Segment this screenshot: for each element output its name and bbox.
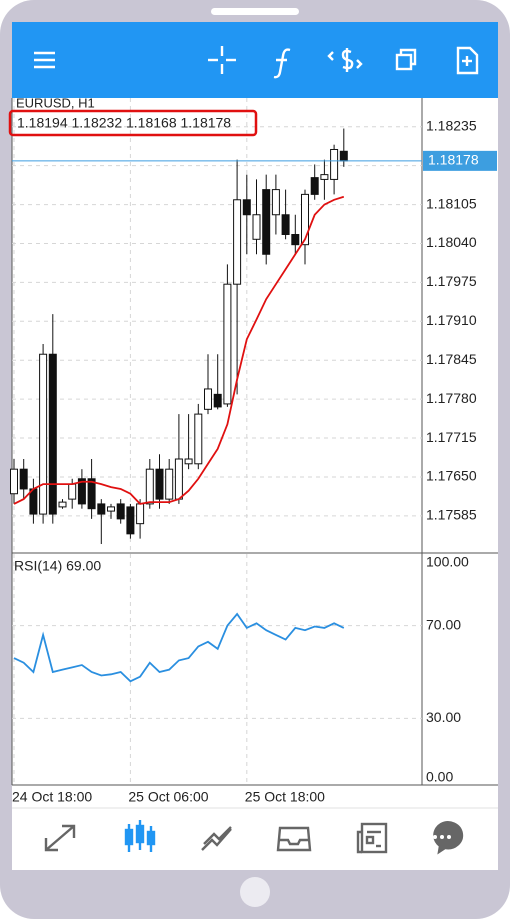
candle-body: [242, 199, 251, 216]
speaker: [211, 8, 299, 15]
new-order-button[interactable]: [456, 46, 479, 75]
candle-body: [301, 193, 309, 246]
candle-body: [107, 506, 115, 512]
y-tick-label: 1.17845: [426, 351, 477, 367]
candle-body: [233, 199, 242, 285]
menu-button[interactable]: [34, 51, 55, 69]
candle-body: [339, 150, 348, 162]
y-tick-label: 1.18040: [426, 234, 477, 250]
y-tick-label: 1.17715: [426, 429, 477, 445]
candle-body: [330, 148, 339, 180]
moving-average-line: [13, 195, 345, 505]
trade-button[interactable]: [327, 48, 363, 72]
candle-body: [48, 353, 57, 515]
y-tick-label: 100.00: [426, 554, 469, 570]
candle-body: [213, 393, 222, 408]
candle-body: [271, 189, 280, 216]
chart-tab[interactable]: [124, 820, 156, 852]
x-tick-label: 24 Oct 18:00: [12, 789, 92, 805]
candle-body: [87, 478, 96, 510]
candle-body: [155, 468, 164, 500]
y-tick-label: 1.17780: [426, 390, 477, 406]
windows-button[interactable]: [395, 48, 417, 71]
candle-body: [136, 503, 145, 525]
candle-body: [262, 189, 271, 255]
candle-body: [145, 468, 154, 505]
candle-body: [68, 483, 77, 500]
y-tick-label: 1.17650: [426, 468, 477, 484]
y-tick-label: 0.00: [426, 769, 453, 785]
news-tab[interactable]: [356, 822, 388, 854]
y-tick-label: 1.17910: [426, 312, 477, 328]
quotes-tab[interactable]: [44, 824, 76, 852]
candle-body: [19, 468, 28, 490]
candle-body: [97, 503, 106, 515]
trade-tab[interactable]: [201, 826, 232, 851]
rsi-label: RSI(14) 69.00: [14, 558, 101, 574]
last-price-box: [423, 150, 497, 171]
candle-body: [126, 506, 135, 535]
candle-body: [165, 468, 174, 500]
screen: [12, 22, 498, 870]
candle-body: [310, 177, 319, 195]
candle-body: [116, 503, 125, 520]
candle-body: [223, 283, 232, 405]
candle-body: [291, 234, 300, 246]
candle-body: [58, 501, 67, 508]
candle-body: [281, 214, 290, 236]
home-button[interactable]: [240, 877, 270, 907]
candle-body: [252, 214, 261, 240]
x-tick-label: 25 Oct 06:00: [128, 789, 208, 805]
candle-body: [320, 174, 329, 180]
history-tab[interactable]: [276, 826, 312, 852]
last-price-label: 1.18178: [428, 152, 479, 168]
candle-body: [174, 458, 183, 500]
toolbar: [12, 22, 498, 98]
y-tick-label: 30.00: [426, 709, 461, 725]
candle-body: [77, 478, 86, 505]
ohlc-highlight: [8, 109, 258, 137]
y-tick-label: 1.17585: [426, 507, 477, 523]
rsi-line: [13, 612, 345, 683]
indicators-button[interactable]: [273, 48, 291, 79]
candle-body: [184, 458, 193, 465]
y-tick-label: 1.18105: [426, 195, 477, 211]
x-tick-label: 25 Oct 18:00: [245, 789, 325, 805]
candle-body: [204, 388, 212, 410]
chart-borders: [11, 98, 498, 786]
y-tick-label: 1.17975: [426, 273, 477, 289]
toolbar-icons: [34, 46, 479, 79]
symbol-label: EURUSD, H1: [16, 95, 95, 110]
candle-body: [39, 353, 48, 515]
y-tick-label: 70.00: [426, 616, 461, 632]
chat-tab[interactable]: [433, 821, 464, 855]
bottom-nav: [44, 820, 464, 855]
crosshair-button[interactable]: [208, 46, 236, 74]
candle-body: [10, 468, 18, 495]
y-tick-label: 1.18235: [426, 117, 477, 133]
plot: 1.182351.181701.181051.180401.179751.179…: [10, 117, 497, 805]
candle-body: [194, 413, 203, 465]
ohlc-label: 1.18194 1.18232 1.18168 1.18178: [17, 115, 231, 131]
